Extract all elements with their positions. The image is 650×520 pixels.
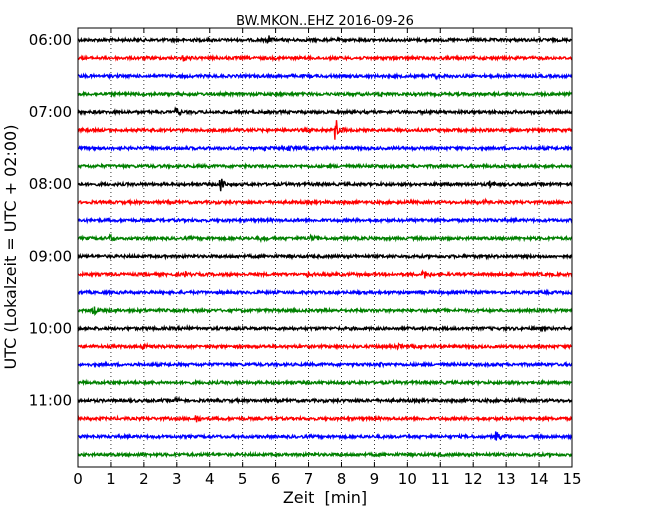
trace-1045: [77, 378, 573, 387]
x-tick-label-4: 4: [205, 470, 215, 488]
trace-1000: [77, 323, 573, 333]
y-tick-label-5: 11:00: [29, 392, 72, 410]
trace-0715: [77, 120, 573, 140]
x-tick-label-1: 1: [106, 470, 116, 488]
x-tick-label-15: 15: [562, 470, 581, 488]
trace-0700: [77, 106, 573, 117]
trace-0830: [77, 216, 573, 225]
trace-0630: [77, 71, 573, 81]
seismic-traces: [77, 35, 573, 459]
trace-0945: [77, 306, 573, 316]
x-tick-label-0: 0: [73, 470, 83, 488]
x-tick-label-3: 3: [172, 470, 182, 488]
trace-0930: [77, 288, 573, 297]
trace-0600: [77, 35, 573, 44]
plot-frame: [77, 27, 573, 468]
y-tick-label-2: 08:00: [29, 175, 72, 193]
y-tick-label-1: 07:00: [29, 103, 72, 121]
trace-1130: [77, 431, 573, 441]
chart-title: BW.MKON..EHZ 2016-09-26: [236, 14, 414, 29]
y-tick-label-3: 09:00: [29, 247, 72, 265]
trace-1030: [77, 360, 573, 369]
x-tick-label-14: 14: [530, 470, 549, 488]
y-tick-label-4: 10:00: [29, 319, 72, 337]
trace-0800: [77, 178, 573, 192]
trace-1115: [77, 414, 573, 423]
trace-0900: [77, 252, 573, 261]
trace-0730: [77, 144, 573, 153]
x-tick-label-12: 12: [464, 470, 483, 488]
x-tick-label-11: 11: [431, 470, 450, 488]
x-tick-label-2: 2: [139, 470, 149, 488]
y-axis-label: UTC (Lokalzeit = UTC + 02:00): [1, 125, 20, 370]
x-axis-label: Zeit [min]: [283, 488, 367, 507]
trace-0915: [77, 269, 573, 279]
trace-1100: [77, 395, 573, 405]
trace-0745: [77, 162, 573, 171]
axis-ticks: 0 1 2 3 4 5 6 7 8 9 10 11 12 13 14 1506:0007:0008:0009:…: [29, 28, 582, 488]
x-tick-label-10: 10: [398, 470, 417, 488]
x-tick-label-9: 9: [370, 470, 380, 488]
trace-0645: [77, 90, 573, 99]
trace-0615: [77, 53, 573, 63]
y-tick-label-0: 06:00: [29, 31, 72, 49]
trace-0815: [77, 197, 573, 207]
trace-1015: [77, 341, 573, 351]
x-tick-label-7: 7: [304, 470, 314, 488]
trace-0845: [77, 233, 573, 244]
x-tick-label-13: 13: [497, 470, 516, 488]
x-tick-label-6: 6: [271, 470, 281, 488]
trace-1145: [77, 450, 573, 459]
x-tick-label-5: 5: [238, 470, 248, 488]
x-tick-label-8: 8: [337, 470, 347, 488]
